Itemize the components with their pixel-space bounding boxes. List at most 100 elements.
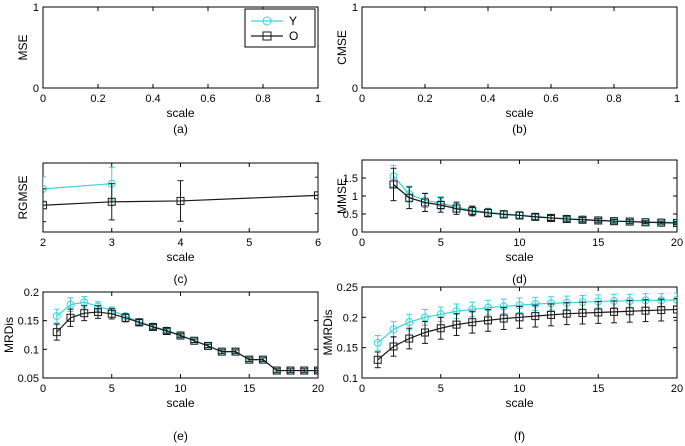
point-O <box>547 213 555 222</box>
point-O <box>452 320 461 329</box>
x-tick-label: 0 <box>40 93 46 105</box>
series-line-O <box>43 194 318 206</box>
y-tick-label: 0.5 <box>343 209 358 221</box>
panel-b: 0 0.2 0.4 0.6 0.8 1 0 1 scale CMSE (b) <box>335 2 680 136</box>
series-line-O <box>56 311 318 372</box>
y-tick-label: 1.5 <box>343 173 358 185</box>
x-tick-label: 1 <box>315 93 321 105</box>
panel-label: (a) <box>173 122 188 136</box>
point-O <box>594 216 603 225</box>
panel-f: 0 5 10 15 20 0.1 0.15 0.2 0.25 scale MMRDis (f) <box>321 282 683 443</box>
point-O <box>121 313 130 322</box>
point-O <box>245 355 254 364</box>
point-O <box>421 198 429 207</box>
point-O <box>107 309 116 318</box>
y-axis-label: MMRDis <box>321 310 335 356</box>
point-O <box>562 215 571 224</box>
series-line-Y <box>43 183 112 190</box>
x-tick-label: 5 <box>438 237 444 249</box>
x-tick-label: 0.4 <box>480 93 495 105</box>
point-O <box>484 316 492 325</box>
point-Y <box>66 300 75 309</box>
point-O <box>436 324 445 333</box>
point-O <box>231 347 240 356</box>
point-Y <box>389 325 398 334</box>
point-O <box>66 313 75 322</box>
point-O <box>531 312 540 321</box>
x-tick-label: 15 <box>592 383 604 395</box>
point-O <box>176 196 185 205</box>
point-O <box>625 307 634 316</box>
y-axis-label: RGMSE <box>16 175 30 219</box>
point-O <box>80 309 89 318</box>
x-tick-label: 0.4 <box>145 93 160 105</box>
x-tick-label: 5 <box>438 383 444 395</box>
series-line-O <box>377 308 677 361</box>
point-O <box>204 341 212 350</box>
point-O <box>135 318 144 327</box>
x-tick-label: 10 <box>174 383 186 395</box>
point-O <box>515 313 524 322</box>
y-tick-label: 0.2 <box>24 287 39 299</box>
x-tick-label: 20 <box>671 383 683 395</box>
x-axis-label: scale <box>505 106 533 120</box>
x-axis-label: scale <box>505 250 533 264</box>
point-O <box>594 308 603 317</box>
x-tick-label: 3 <box>109 237 115 249</box>
legend-marker-Y <box>262 16 272 26</box>
point-O <box>515 211 524 220</box>
legend-marker-O <box>262 31 272 41</box>
point-O <box>272 366 281 375</box>
x-tick-label: 0.6 <box>200 93 215 105</box>
point-O <box>610 307 618 316</box>
point-O <box>259 355 267 364</box>
x-tick-label: 0 <box>359 383 365 395</box>
axes-box <box>361 6 678 89</box>
point-O <box>373 355 382 364</box>
point-O <box>217 347 226 356</box>
point-O <box>389 342 398 351</box>
panel-label: (f) <box>514 429 525 443</box>
point-O <box>625 217 634 226</box>
series-line-O <box>393 184 677 224</box>
point-O <box>286 366 295 375</box>
point-Y <box>52 312 61 321</box>
point-O <box>314 191 318 200</box>
point-O <box>610 217 618 226</box>
point-O <box>484 208 492 217</box>
legend-label-Y: Y <box>289 14 297 28</box>
x-axis-label: scale <box>166 396 194 410</box>
point-O <box>162 326 171 335</box>
point-O <box>190 336 199 345</box>
x-tick-label: 15 <box>592 237 604 249</box>
y-tick-label: 0.05 <box>18 373 39 385</box>
point-O <box>562 309 571 318</box>
series-line-Y <box>377 299 677 344</box>
point-O <box>436 201 445 209</box>
point-O <box>468 318 477 327</box>
x-tick-label: 2 <box>40 237 46 249</box>
panel-a: 0 0.2 0.4 0.6 0.8 1 0 1 scale MSE (a) YO <box>16 2 321 136</box>
y-tick-label: 0 <box>33 83 39 95</box>
point-O <box>547 310 555 319</box>
point-Y <box>373 338 382 347</box>
point-O <box>176 331 185 340</box>
y-axis-label: CMSE <box>335 30 349 65</box>
point-O <box>107 197 116 206</box>
y-tick-label: 0.1 <box>24 344 39 356</box>
panel-c: 2 3 4 5 6 scale RGMSE (c) <box>16 162 321 286</box>
panel-label: (c) <box>174 272 188 286</box>
panel-label: (b) <box>512 122 527 136</box>
x-tick-label: 0 <box>359 237 365 249</box>
y-tick-label: 0.2 <box>343 312 358 324</box>
x-tick-label: 6 <box>315 237 321 249</box>
point-O <box>499 314 508 323</box>
point-Y <box>421 313 429 322</box>
x-tick-label: 4 <box>177 237 183 249</box>
point-O <box>499 210 508 219</box>
point-O <box>673 305 677 314</box>
point-O <box>657 218 666 227</box>
y-tick-label: 0 <box>352 83 358 95</box>
point-O <box>531 212 540 221</box>
